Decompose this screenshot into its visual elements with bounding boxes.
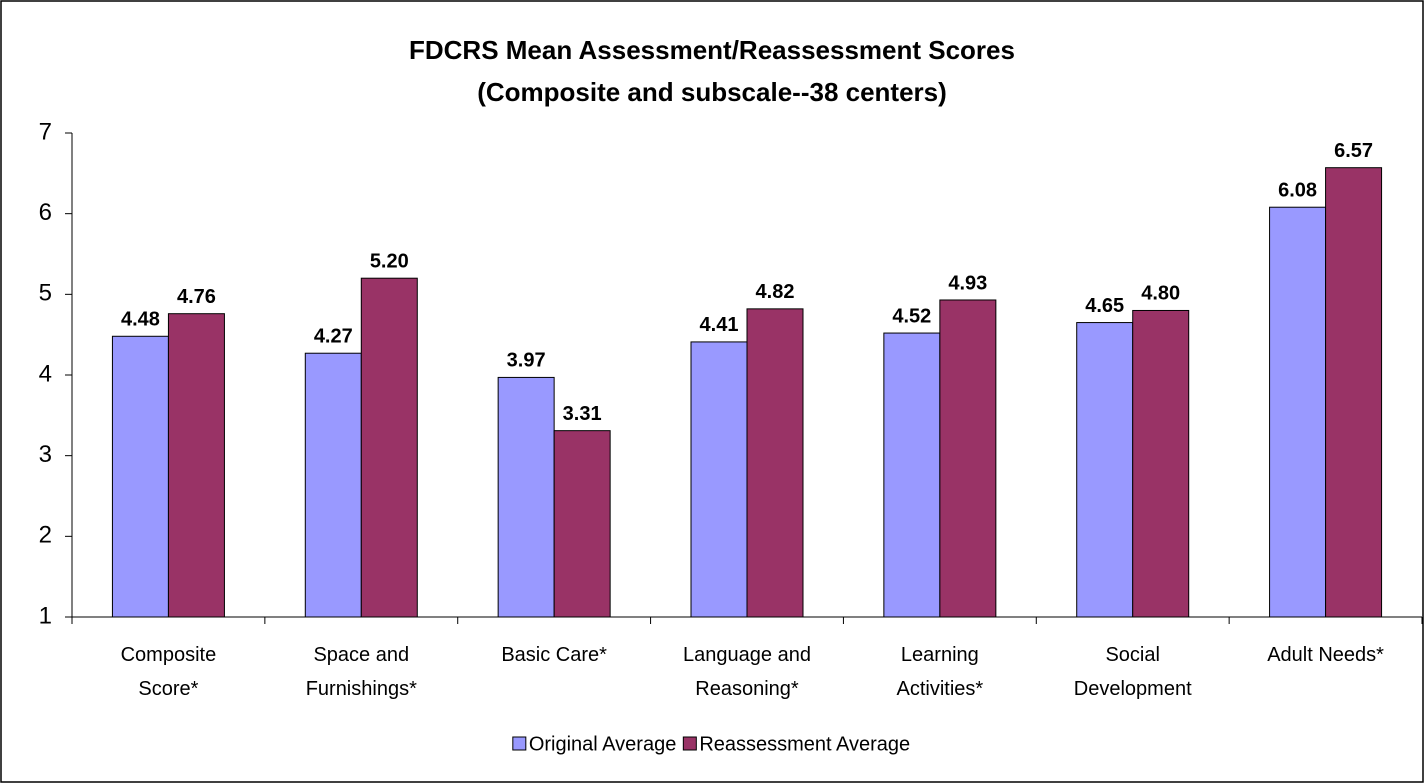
bar: [553, 430, 611, 618]
value-label: 6.57: [1334, 140, 1373, 162]
value-label: 4.80: [1141, 283, 1180, 305]
value-label: 6.08: [1278, 179, 1317, 201]
bar: [111, 335, 169, 618]
bar: [1076, 322, 1134, 618]
y-tick-label: 7: [39, 118, 52, 145]
legend-swatch: [512, 736, 527, 751]
y-tick-label: 3: [39, 441, 52, 468]
value-label: 3.97: [507, 350, 546, 372]
value-label: 4.52: [892, 305, 931, 327]
value-label: 4.93: [948, 272, 987, 294]
bar: [939, 299, 997, 618]
bar: [497, 376, 555, 618]
bar: [304, 352, 362, 618]
bar: [690, 341, 748, 618]
value-label: 4.48: [121, 309, 160, 331]
chart-subtitle: (Composite and subscale--38 centers): [477, 77, 947, 107]
bar: [360, 277, 418, 618]
bar: [883, 332, 941, 618]
value-label: 4.41: [700, 314, 739, 336]
bar: [167, 313, 225, 618]
y-tick-label: 6: [39, 199, 52, 226]
legend-label: Reassessment Average: [699, 733, 910, 755]
y-tick-label: 4: [39, 360, 52, 387]
value-label: 3.31: [563, 403, 602, 425]
x-tick-label: Language and Reasoning*: [683, 644, 811, 700]
x-tick-label: Space and Furnishings*: [305, 644, 417, 700]
value-label: 4.27: [314, 326, 353, 348]
bar: [1269, 206, 1327, 618]
x-tick-label: Composite Score*: [120, 644, 217, 700]
x-tick-label: Adult Needs*: [1267, 644, 1384, 666]
x-tick-label: Learning Activities*: [896, 644, 984, 700]
value-label: 5.20: [370, 250, 409, 272]
legend-swatch: [682, 736, 697, 751]
value-label: 4.82: [756, 281, 795, 303]
x-tick-label: Social Development: [1073, 644, 1192, 700]
legend-label: Original Average: [529, 733, 677, 755]
y-tick-label: 5: [39, 280, 52, 307]
value-label: 4.76: [177, 286, 216, 308]
y-tick-label: 1: [39, 602, 52, 629]
chart-title: FDCRS Mean Assessment/Reassessment Score…: [409, 35, 1015, 65]
x-tick-label: Basic Care*: [501, 644, 607, 666]
y-tick-label: 2: [39, 522, 52, 549]
bar: [746, 308, 804, 618]
bar: [1325, 167, 1383, 618]
value-label: 4.65: [1085, 295, 1124, 317]
bar: [1132, 309, 1190, 618]
